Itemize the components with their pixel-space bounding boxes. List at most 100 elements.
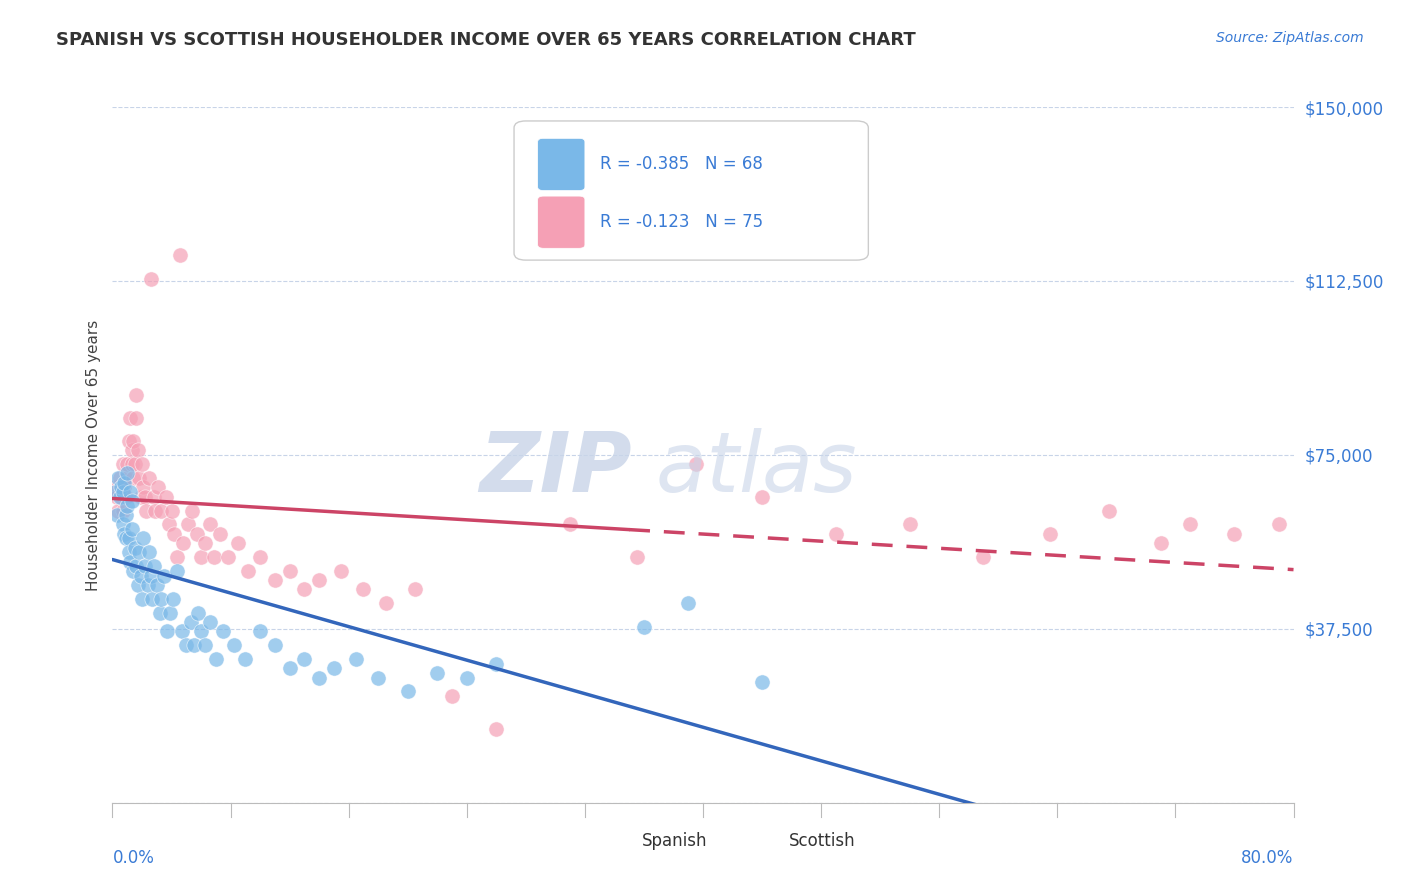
Point (124, 541, 146, 555)
Point (117, 499, 138, 513)
Text: 0.0%: 0.0% (112, 849, 155, 867)
Point (111, 517, 134, 532)
Point (485, 722, 508, 736)
Point (1098, 503, 1121, 517)
Text: SPANISH VS SCOTTISH HOUSEHOLDER INCOME OVER 65 YEARS CORRELATION CHART: SPANISH VS SCOTTISH HOUSEHOLDER INCOME O… (56, 31, 915, 49)
Point (121, 457, 143, 471)
Point (308, 573, 330, 587)
Text: Source: ZipAtlas.com: Source: ZipAtlas.com (1216, 31, 1364, 45)
Point (108, 490, 131, 504)
Point (249, 624, 271, 639)
Point (104, 485, 127, 500)
Text: Spanish: Spanish (641, 832, 707, 850)
Point (141, 591, 163, 606)
Point (148, 480, 170, 494)
Point (122, 471, 145, 485)
Point (111, 485, 134, 500)
Point (292, 582, 315, 597)
Point (626, 549, 648, 564)
Point (1150, 536, 1173, 550)
Point (323, 661, 346, 675)
Point (367, 671, 389, 685)
Point (212, 624, 235, 639)
Point (121, 494, 143, 508)
Point (114, 490, 136, 504)
Point (172, 536, 194, 550)
Point (131, 457, 153, 471)
Point (134, 559, 156, 574)
Point (330, 564, 353, 578)
Point (142, 559, 165, 574)
FancyBboxPatch shape (515, 121, 869, 260)
Point (194, 638, 217, 652)
Point (139, 271, 162, 285)
Point (278, 564, 301, 578)
Point (111, 503, 134, 517)
Point (174, 638, 197, 652)
Point (186, 526, 208, 541)
Point (142, 490, 165, 504)
Point (1268, 517, 1291, 532)
Point (121, 443, 143, 458)
Point (217, 549, 239, 564)
Point (112, 480, 135, 494)
Point (190, 624, 212, 639)
Point (898, 517, 921, 532)
Point (122, 564, 145, 578)
Point (131, 591, 153, 606)
Point (114, 471, 136, 485)
Point (292, 652, 315, 666)
Point (111, 457, 134, 471)
Point (138, 471, 160, 485)
Point (751, 675, 773, 690)
Point (127, 578, 149, 592)
Point (190, 549, 212, 564)
Point (155, 490, 177, 504)
Point (163, 526, 186, 541)
Point (183, 638, 205, 652)
Point (264, 638, 287, 652)
Point (678, 596, 700, 610)
Point (169, 248, 191, 262)
Point (118, 532, 141, 546)
Point (118, 545, 141, 559)
Point (135, 503, 157, 517)
Point (249, 549, 271, 564)
Text: R = -0.385   N = 68: R = -0.385 N = 68 (600, 155, 763, 173)
Point (209, 526, 232, 541)
Point (344, 652, 367, 666)
Point (120, 555, 142, 569)
Point (202, 549, 225, 564)
Point (198, 517, 221, 532)
Point (125, 387, 148, 401)
Text: Scottish: Scottish (789, 832, 856, 850)
Point (138, 545, 160, 559)
Point (105, 508, 128, 523)
Y-axis label: Householder Income Over 65 years: Householder Income Over 65 years (86, 319, 101, 591)
Point (205, 652, 228, 666)
Point (456, 671, 478, 685)
Point (114, 508, 136, 523)
Point (124, 457, 146, 471)
Point (136, 578, 159, 592)
Point (134, 490, 156, 504)
Point (198, 615, 221, 629)
Point (374, 596, 396, 610)
Point (127, 443, 149, 458)
Point (685, 457, 707, 471)
Point (177, 517, 200, 532)
Point (112, 526, 135, 541)
Bar (756, 827, 782, 855)
Point (824, 526, 846, 541)
Point (426, 665, 449, 680)
Text: R = -0.123   N = 75: R = -0.123 N = 75 (600, 213, 763, 231)
Point (107, 471, 129, 485)
Point (150, 503, 173, 517)
Point (633, 619, 655, 633)
Point (128, 471, 150, 485)
Point (112, 475, 135, 490)
Point (166, 549, 188, 564)
Point (122, 434, 145, 448)
Point (404, 582, 426, 597)
Point (105, 490, 128, 504)
